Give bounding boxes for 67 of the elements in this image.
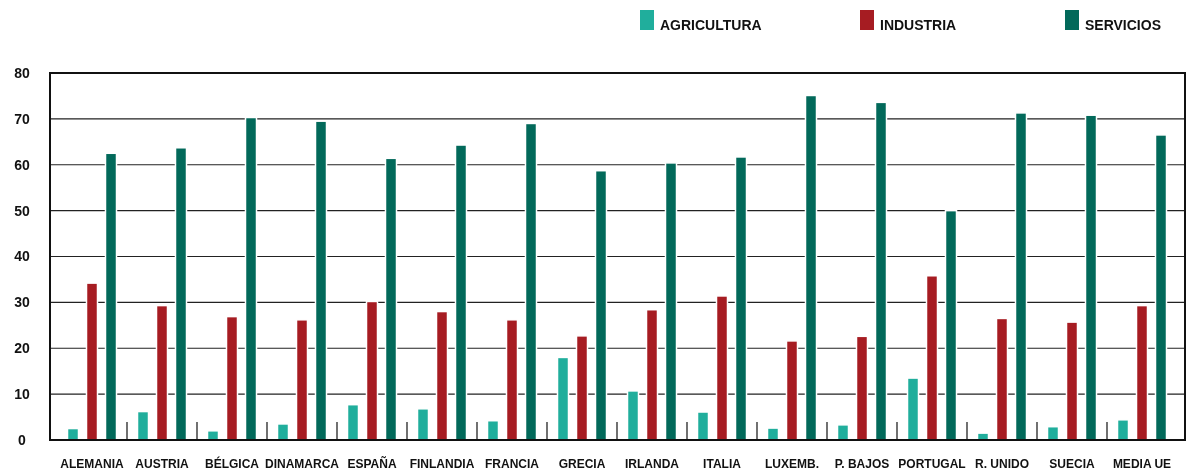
y-tick-label: 0 <box>18 431 27 448</box>
x-tick-label: FINLANDIA <box>409 457 475 471</box>
bar <box>575 335 589 441</box>
bar <box>505 319 519 441</box>
bar <box>136 410 150 441</box>
bar <box>664 162 678 441</box>
bar <box>244 116 258 441</box>
bar <box>435 310 449 441</box>
bar <box>925 275 939 441</box>
legend-label: INDUSTRIA <box>880 17 957 33</box>
x-tick-label: P. BAJOS <box>834 457 890 471</box>
x-tick-label: ESPAÑA <box>347 456 397 471</box>
x-tick-label: SUECIA <box>1049 457 1095 471</box>
bar <box>785 340 799 441</box>
x-tick-label: GRECIA <box>558 457 606 471</box>
bar <box>365 300 379 441</box>
bar <box>1084 114 1098 441</box>
bar <box>906 377 920 441</box>
bar <box>874 101 888 441</box>
bar <box>346 403 360 441</box>
legend-label: AGRICULTURA <box>660 17 762 33</box>
bar <box>314 120 328 441</box>
bar <box>1065 321 1079 441</box>
y-tick-label: 20 <box>14 340 30 357</box>
bar <box>855 335 869 441</box>
x-tick-label: ALEMANIA <box>60 457 124 471</box>
bar <box>594 169 608 441</box>
bar <box>734 156 748 441</box>
x-tick-label: IRLANDA <box>625 457 680 471</box>
bar <box>454 144 468 441</box>
bar <box>1014 112 1028 441</box>
legend-label: SERVICIOS <box>1085 17 1161 33</box>
bar <box>944 209 958 441</box>
bar <box>174 147 188 441</box>
bar <box>1154 134 1168 441</box>
bar <box>104 152 118 441</box>
x-tick-label: DINAMARCA <box>265 457 340 471</box>
x-tick-label: MEDIA UE <box>1112 457 1172 471</box>
y-tick-label: 70 <box>14 110 30 127</box>
bar <box>804 94 818 441</box>
y-tick-label: 30 <box>14 294 30 311</box>
x-tick-label: LUXEMB. <box>765 457 819 471</box>
x-tick-label: ITALIA <box>703 457 742 471</box>
bar <box>85 282 99 441</box>
bar <box>696 411 710 441</box>
y-tick-label: 50 <box>14 202 30 219</box>
x-tick-label: BÉLGICA <box>205 456 260 471</box>
y-tick-label: 80 <box>14 64 30 81</box>
x-tick-label: FRANCIA <box>485 457 540 471</box>
y-tick-label: 10 <box>14 386 30 403</box>
bar <box>1135 304 1149 441</box>
bar <box>524 122 538 441</box>
x-tick-label: PORTUGAL <box>898 457 966 471</box>
bar <box>626 390 640 441</box>
x-tick-label: R. UNIDO <box>975 457 1029 471</box>
bar <box>556 356 570 441</box>
x-tick-label: AUSTRIA <box>135 457 189 471</box>
bar <box>295 319 309 441</box>
y-tick-label: 60 <box>14 156 30 173</box>
bar <box>384 157 398 441</box>
bar <box>645 308 659 441</box>
bar <box>715 295 729 441</box>
bar <box>155 304 169 441</box>
y-tick-label: 40 <box>14 248 30 265</box>
bar <box>995 317 1009 441</box>
bar <box>416 408 430 441</box>
bar <box>225 315 239 441</box>
